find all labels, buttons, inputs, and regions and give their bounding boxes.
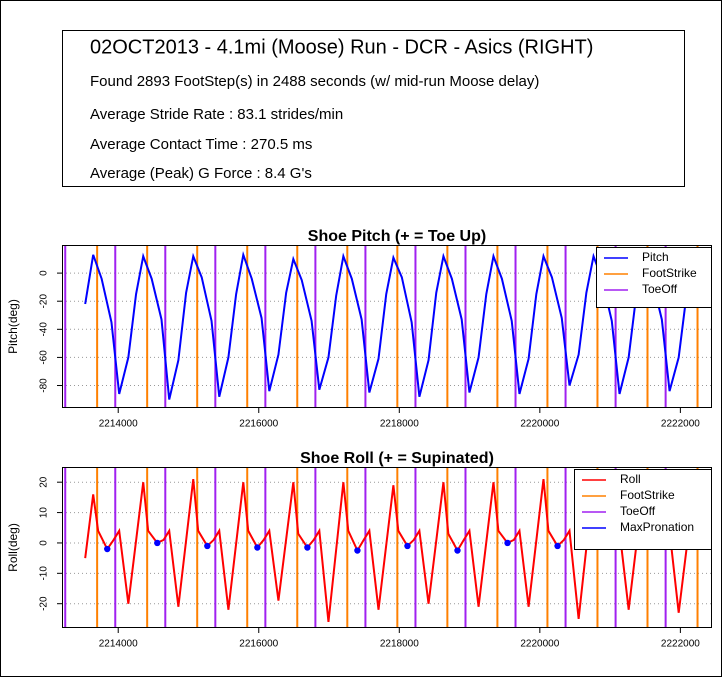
max-pronation-point	[504, 539, 511, 547]
x-tick-label: 2218000	[380, 639, 419, 650]
max-pronation-point	[454, 547, 461, 554]
max-pronation-point	[354, 547, 361, 554]
y-tick-label: -60	[39, 350, 50, 365]
x-tick-label: 2214000	[99, 639, 138, 650]
legend-label: Pitch	[642, 250, 669, 264]
legend-box	[574, 469, 712, 550]
series-line	[84, 250, 695, 400]
x-tick-label: 2220000	[520, 639, 559, 650]
header-line: Average (Peak) G Force : 8.4 G's	[90, 165, 312, 182]
max-pronation-point	[254, 544, 261, 551]
legend-label: Roll	[620, 472, 641, 486]
max-pronation-point	[554, 542, 561, 550]
max-pronation-point	[204, 542, 211, 550]
max-pronation-point	[104, 545, 111, 553]
y-tick-label: -80	[39, 378, 50, 393]
max-pronation-point	[304, 544, 311, 551]
y-tick-label: -10	[39, 566, 50, 581]
x-tick-label: 2214000	[99, 419, 138, 430]
x-tick-label: 2222000	[661, 419, 700, 430]
x-tick-label: 2218000	[380, 419, 419, 430]
y-tick-label: -20	[39, 596, 50, 611]
header-line: Average Stride Rate : 83.1 strides/min	[90, 106, 343, 123]
x-tick-label: 2222000	[661, 639, 700, 650]
chart-title: Shoe Roll (+ = Supinated)	[300, 450, 494, 467]
chart-title: Shoe Pitch (+ = Toe Up)	[308, 228, 486, 245]
y-tick-label: 20	[39, 476, 50, 488]
legend-label: FootStrike	[642, 266, 697, 280]
x-tick-label: 2216000	[239, 639, 278, 650]
plot-area	[62, 245, 712, 408]
header-title: 02OCT2013 - 4.1mi (Moose) Run - DCR - As…	[90, 36, 593, 58]
y-tick-label: -20	[39, 294, 50, 309]
x-tick-label: 2220000	[520, 419, 559, 430]
plot-box	[62, 245, 712, 408]
max-pronation-point	[404, 542, 411, 550]
y-tick-label: -40	[39, 322, 50, 337]
y-tick-label: 0	[39, 540, 50, 546]
legend-label: ToeOff	[620, 504, 656, 518]
x-tick-label: 2216000	[239, 419, 278, 430]
max-pronation-point	[154, 539, 161, 547]
header-line: Found 2893 FootStep(s) in 2488 seconds (…	[90, 73, 539, 90]
y-tick-label: 0	[39, 270, 50, 276]
legend-label: ToeOff	[642, 282, 678, 296]
y-tick-label: 10	[39, 507, 50, 519]
y-axis-label: Pitch(deg)	[6, 299, 20, 354]
legend-label: MaxPronation	[620, 520, 694, 534]
legend-label: FootStrike	[620, 488, 675, 502]
y-axis-label: Roll(deg)	[6, 523, 20, 572]
header-line: Average Contact Time : 270.5 ms	[90, 136, 312, 153]
header-box	[62, 30, 685, 187]
